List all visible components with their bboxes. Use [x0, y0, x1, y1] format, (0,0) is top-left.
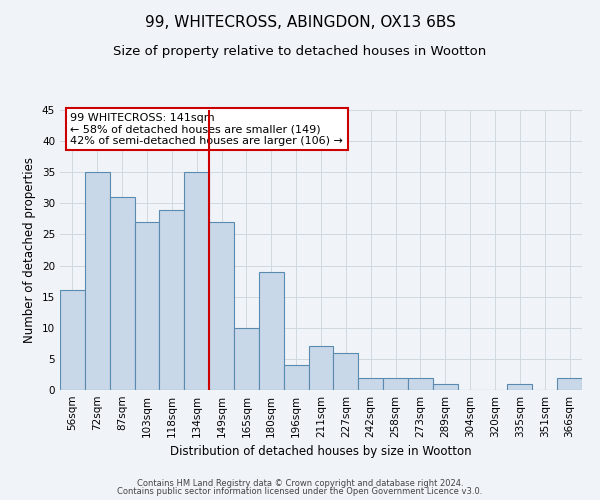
- Text: 99, WHITECROSS, ABINGDON, OX13 6BS: 99, WHITECROSS, ABINGDON, OX13 6BS: [145, 15, 455, 30]
- Bar: [334, 352, 358, 390]
- Bar: [160, 210, 184, 390]
- Bar: [284, 365, 308, 390]
- Text: Size of property relative to detached houses in Wootton: Size of property relative to detached ho…: [113, 45, 487, 58]
- Y-axis label: Number of detached properties: Number of detached properties: [23, 157, 37, 343]
- Text: Contains public sector information licensed under the Open Government Licence v3: Contains public sector information licen…: [118, 487, 482, 496]
- Bar: [408, 378, 433, 390]
- Bar: [184, 172, 209, 390]
- Bar: [383, 378, 408, 390]
- Bar: [358, 378, 383, 390]
- Bar: [134, 222, 160, 390]
- Bar: [433, 384, 458, 390]
- Bar: [259, 272, 284, 390]
- Bar: [60, 290, 85, 390]
- Bar: [234, 328, 259, 390]
- Bar: [557, 378, 582, 390]
- Text: 99 WHITECROSS: 141sqm
← 58% of detached houses are smaller (149)
42% of semi-det: 99 WHITECROSS: 141sqm ← 58% of detached …: [70, 113, 343, 146]
- Bar: [308, 346, 334, 390]
- Bar: [110, 197, 134, 390]
- Bar: [508, 384, 532, 390]
- X-axis label: Distribution of detached houses by size in Wootton: Distribution of detached houses by size …: [170, 446, 472, 458]
- Text: Contains HM Land Registry data © Crown copyright and database right 2024.: Contains HM Land Registry data © Crown c…: [137, 478, 463, 488]
- Bar: [85, 172, 110, 390]
- Bar: [209, 222, 234, 390]
